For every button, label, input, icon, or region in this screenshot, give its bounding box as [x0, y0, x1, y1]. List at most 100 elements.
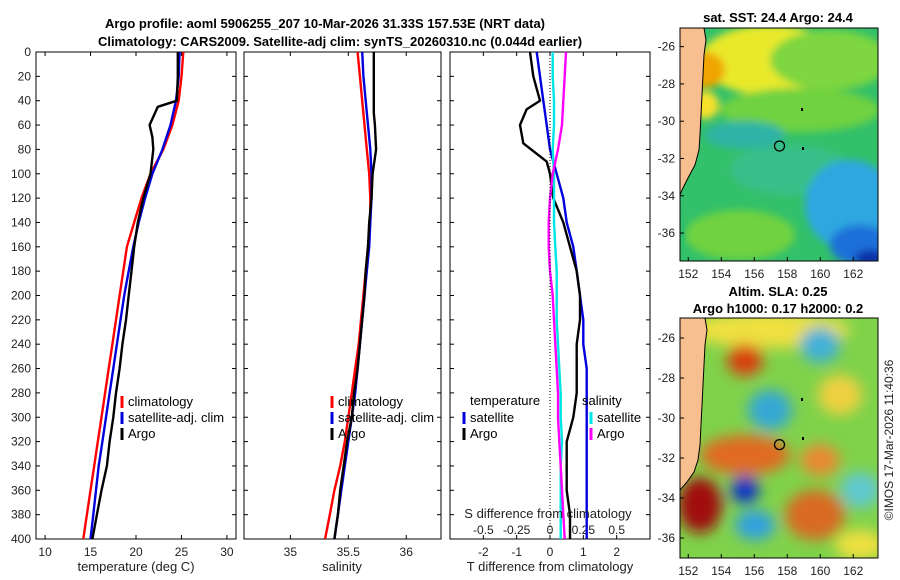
x-tick-label: 20: [129, 545, 143, 559]
legend-title-temperature: temperature: [470, 393, 540, 408]
sla-float-marker: [773, 438, 786, 451]
x-tick-label: 0: [547, 545, 554, 559]
map-y-tick-label: -26: [658, 40, 676, 54]
sst-map-ticks: 152 154 156 158 160 162 -26 -28 -30 -32 -34 -36: [658, 40, 864, 281]
series-line-satellite-adj-clim: [89, 52, 181, 539]
series-line-s-argo: [547, 52, 568, 539]
series-line-argo: [333, 52, 378, 539]
map-y-tick-label: -36: [658, 226, 676, 240]
sst-map-title: sat. SST: 24.4 Argo: 24.4: [703, 10, 854, 25]
sst-patch: [685, 210, 795, 260]
y-tick-label: 20: [18, 69, 32, 83]
sla-dot: [801, 398, 803, 401]
series-line-t-argo: [518, 52, 582, 539]
sla-map-ticks: 152 154 156 158 160 162 -26 -28 -30 -32 -34 -36: [658, 331, 864, 578]
y-tick-label: 280: [11, 386, 31, 400]
sla-high: [800, 444, 840, 476]
x-tick-label: 35: [284, 545, 298, 559]
map-x-tick-label: 162: [843, 564, 863, 578]
y-tick-label: 180: [11, 264, 31, 278]
y-tick-label: 360: [11, 483, 31, 497]
map-x-tick-label: 152: [678, 564, 698, 578]
top-tick-label: -0.5: [473, 523, 494, 537]
sst-dot: [801, 108, 803, 111]
temperature-legend: climatology satellite-adj. clim Argo: [120, 394, 224, 441]
map-x-tick-label: 160: [810, 564, 830, 578]
title-line-2: Climatology: CARS2009. Satellite-adj cli…: [98, 34, 582, 49]
map-y-tick-label: -28: [658, 371, 676, 385]
sla-low: [748, 390, 792, 430]
y-tick-label: 300: [11, 410, 31, 424]
sst-patch: [770, 30, 878, 90]
legend-label: satellite: [470, 410, 514, 425]
sla-patch: [835, 530, 878, 558]
y-tick-label: 60: [18, 118, 32, 132]
sst-map-frame: [679, 27, 879, 262]
sst-patch: [705, 121, 785, 149]
top-tick-label: -0.25: [503, 523, 531, 537]
sla-max: [680, 477, 722, 533]
map-x-tick-label: 160: [810, 267, 830, 281]
y-tick-label: 80: [18, 142, 32, 156]
top-tick-label: 0.25: [572, 523, 596, 537]
map-x-tick-label: 152: [678, 267, 698, 281]
x-tick-label: 1: [580, 545, 587, 559]
legend-label: satellite-adj. clim: [128, 410, 224, 425]
map-x-tick-label: 158: [777, 267, 797, 281]
y-tick-label: 0: [24, 45, 31, 59]
sla-low: [735, 510, 775, 540]
x-tick-label: 35.5: [337, 545, 361, 559]
y-tick-label: 220: [11, 313, 31, 327]
y-tick-label: 160: [11, 240, 31, 254]
map-x-tick-label: 154: [711, 564, 731, 578]
sla-map-field: [680, 318, 878, 558]
x-tick-label: 25: [175, 545, 189, 559]
series-line-argo: [91, 52, 180, 539]
map-x-tick-label: 162: [843, 267, 863, 281]
sla-low: [800, 327, 840, 363]
sla-low: [840, 472, 878, 508]
y-tick-label: 240: [11, 337, 31, 351]
y-tick-label: 140: [11, 215, 31, 229]
difference-legend: temperature satellite Argo salinity sate…: [462, 393, 641, 441]
temperature-xlabel: temperature (deg C): [77, 559, 194, 574]
y-tick-label: 200: [11, 289, 31, 303]
map-x-tick-label: 158: [777, 564, 797, 578]
series-layer: [82, 52, 588, 539]
map-y-tick-label: -30: [658, 411, 676, 425]
sla-coastline-land: [680, 318, 708, 491]
map-y-tick-label: -26: [658, 331, 676, 345]
legend-title-salinity: salinity: [582, 393, 622, 408]
difference-xlabel-top: S difference from climatology: [464, 506, 632, 521]
x-tick-label: -2: [478, 545, 489, 559]
map-y-tick-label: -32: [658, 151, 676, 165]
sst-coastline-land: [680, 28, 707, 196]
sla-map-title-1: Altim. SLA: 0.25: [729, 284, 828, 299]
sla-high: [785, 490, 845, 540]
salinity-xlabel: salinity: [322, 559, 362, 574]
map-y-tick-label: -28: [658, 77, 676, 91]
sla-map-title-2: Argo h1000: 0.17 h2000: 0.2: [693, 301, 864, 316]
y-tick-label: 320: [11, 435, 31, 449]
map-y-tick-label: -36: [658, 531, 676, 545]
x-tick-label: 10: [38, 545, 52, 559]
legend-label: climatology: [128, 394, 194, 409]
sst-float-marker: [773, 140, 786, 152]
sla-dot: [802, 437, 804, 440]
y-tick-label: 260: [11, 362, 31, 376]
temperature-axes: [35, 51, 237, 540]
map-x-tick-label: 156: [744, 267, 764, 281]
sla-high: [727, 344, 763, 376]
tick-layer: 10 15 20 25 30020406080100120140160180200220…: [11, 45, 650, 559]
sst-coldest: [855, 250, 878, 261]
x-tick-label: 15: [84, 545, 98, 559]
y-tick-label: 40: [18, 94, 32, 108]
y-tick-label: 340: [11, 459, 31, 473]
map-x-tick-label: 156: [744, 564, 764, 578]
x-tick-label: 2: [613, 545, 620, 559]
legend-label: Argo: [597, 426, 624, 441]
difference-xlabel: T difference from climatology: [467, 559, 634, 574]
sla-min: [731, 476, 759, 504]
y-tick-label: 100: [11, 167, 31, 181]
